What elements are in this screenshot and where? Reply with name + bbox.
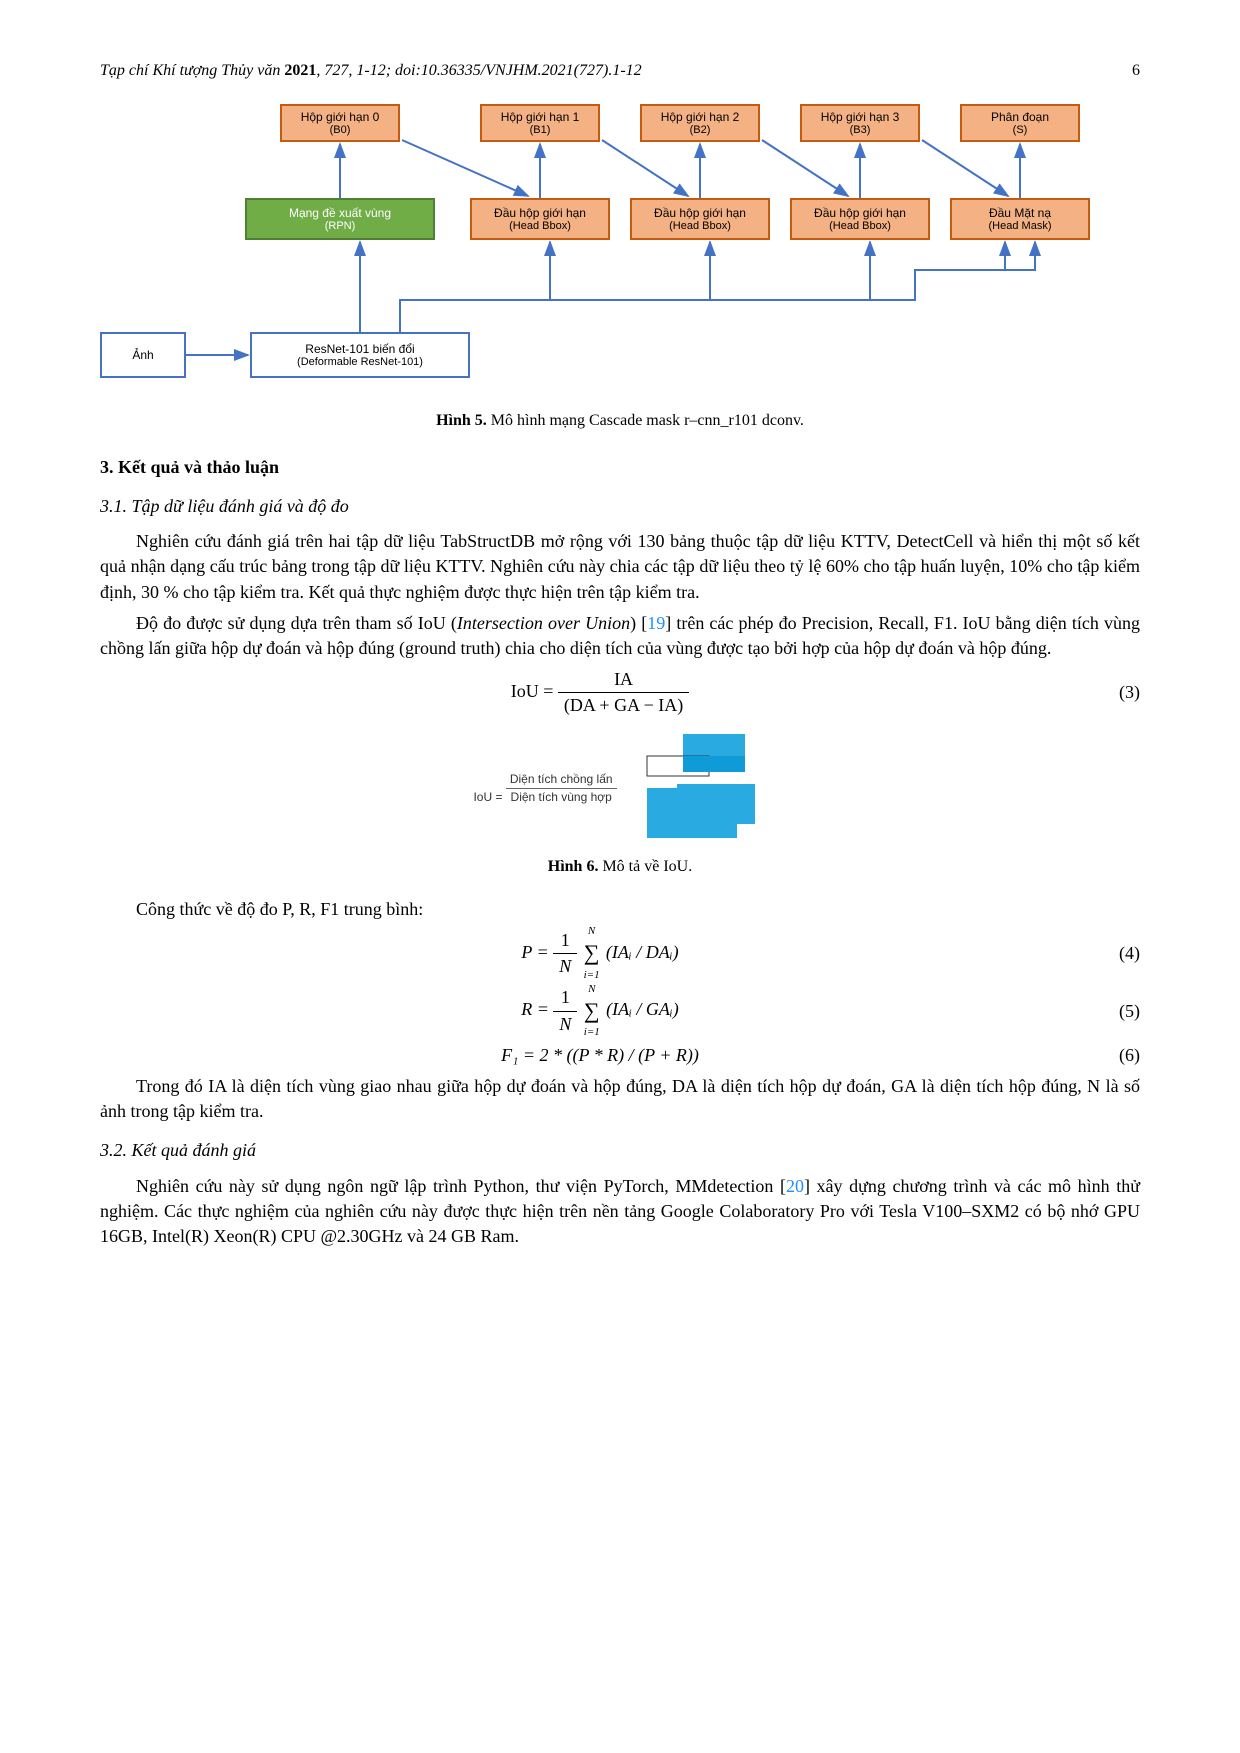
section-3-2-heading: 3.2. Kết quả đánh giá xyxy=(100,1138,1140,1163)
journal-year: 2021 xyxy=(284,62,316,79)
box-b2-l1: Hộp giới hạn 2 xyxy=(648,110,752,124)
eq5-body: (IAᵢ / GAᵢ) xyxy=(606,999,679,1019)
page-header: Tạp chí Khí tượng Thủy văn 2021, 727, 1-… xyxy=(100,60,1140,82)
box-b3: Hộp giới hạn 3 (B3) xyxy=(800,104,920,142)
paragraph-4: Trong đó IA là diện tích vùng giao nhau … xyxy=(100,1074,1140,1124)
iou-num: Diện tích chồng lấn xyxy=(506,771,617,789)
paragraph-1: Nghiên cứu đánh giá trên hai tập dữ liệu… xyxy=(100,529,1140,605)
journal-rest: , 727, 1-12; doi:10.36335/VNJHM.2021(727… xyxy=(316,62,641,79)
eq4-st: N xyxy=(588,924,595,939)
box-anh-l1: Ảnh xyxy=(108,348,178,362)
iou-den: Diện tích vùng hợp xyxy=(506,789,617,806)
box-b0-l1: Hộp giới hạn 0 xyxy=(288,110,392,124)
box-hm-l1: Đầu Mặt nạ xyxy=(958,206,1082,220)
p5a: Nghiên cứu này sử dụng ngôn ngữ lập trìn… xyxy=(136,1176,786,1196)
box-b1-l2: (B1) xyxy=(488,124,592,137)
figure-6-iou: IoU = Diện tích chồng lấn Diện tích vùng… xyxy=(100,728,1140,848)
box-hb1-l2: (Head Bbox) xyxy=(478,220,602,233)
figure-6-caption: Hình 6. Mô tả về IoU. xyxy=(100,856,1140,878)
section-3-heading: 3. Kết quả và thảo luận xyxy=(100,455,1140,480)
eq5-fn: 1 xyxy=(553,985,577,1011)
box-hb2: Đầu hộp giới hạn (Head Bbox) xyxy=(630,198,770,240)
eq3-number: (3) xyxy=(1100,680,1140,705)
box-hm-l2: (Head Mask) xyxy=(958,220,1082,233)
section-3-1-heading: 3.1. Tập dữ liệu đánh giá và độ đo xyxy=(100,494,1140,519)
box-hm: Đầu Mặt nạ (Head Mask) xyxy=(950,198,1090,240)
eq6-body: F₁ = 2 * ((P * R) / (P + R)) xyxy=(501,1045,699,1065)
eq3-num: IA xyxy=(558,667,689,693)
box-hb1-l1: Đầu hộp giới hạn xyxy=(478,206,602,220)
eq4-number: (4) xyxy=(1100,941,1140,966)
paragraph-5: Nghiên cứu này sử dụng ngôn ngữ lập trìn… xyxy=(100,1174,1140,1250)
box-s-l1: Phân đoạn xyxy=(968,110,1072,124)
fig6-text: Mô tả về IoU. xyxy=(598,858,692,875)
eq3-left: IoU = xyxy=(511,681,554,701)
box-hb1: Đầu hộp giới hạn (Head Bbox) xyxy=(470,198,610,240)
p2b: ) [ xyxy=(630,613,647,633)
p2-italic: Intersection over Union xyxy=(457,613,630,633)
box-b0: Hộp giới hạn 0 (B0) xyxy=(280,104,400,142)
eq5-st: N xyxy=(588,982,595,997)
box-s-l2: (S) xyxy=(968,124,1072,137)
eq5-fd: N xyxy=(553,1012,577,1037)
box-b2-l2: (B2) xyxy=(648,124,752,137)
box-rpn-l2: (RPN) xyxy=(253,220,427,233)
fig6-label: Hình 6. xyxy=(548,858,599,875)
iou-illustration xyxy=(637,728,767,848)
box-b3-l2: (B3) xyxy=(808,124,912,137)
figure-5-caption: Hình 5. Mô hình mạng Cascade mask r–cnn_… xyxy=(100,410,1140,432)
box-b1: Hộp giới hạn 1 (B1) xyxy=(480,104,600,142)
equation-6: F₁ = 2 * ((P * R) / (P + R)) (6) xyxy=(100,1043,1140,1068)
iou-prefix: IoU = xyxy=(473,790,502,804)
box-b0-l2: (B0) xyxy=(288,124,392,137)
box-hb3-l2: (Head Bbox) xyxy=(798,220,922,233)
box-b3-l1: Hộp giới hạn 3 xyxy=(808,110,912,124)
eq4-fd: N xyxy=(553,954,577,979)
eq5-sb: i=1 xyxy=(584,1025,600,1040)
sigma-icon: ∑Ni=1 xyxy=(584,938,600,969)
fig5-label: Hình 5. xyxy=(436,412,487,429)
equation-3: IoU = IA (DA + GA − IA) (3) xyxy=(100,667,1140,718)
sigma-icon: ∑Ni=1 xyxy=(584,996,600,1027)
journal-ref: Tạp chí Khí tượng Thủy văn 2021, 727, 1-… xyxy=(100,60,642,82)
eq5-left: R = xyxy=(521,999,549,1019)
box-hb3: Đầu hộp giới hạn (Head Bbox) xyxy=(790,198,930,240)
eq6-number: (6) xyxy=(1100,1043,1140,1068)
box-anh: Ảnh xyxy=(100,332,186,378)
iou-formula-text: IoU = Diện tích chồng lấn Diện tích vùng… xyxy=(473,771,616,806)
equation-4: P = 1N ∑Ni=1 (IAᵢ / DAᵢ) (4) xyxy=(100,928,1140,979)
box-resnet-l1: ResNet-101 biến đổi xyxy=(258,342,462,356)
paragraph-2: Độ đo được sử dụng dựa trên tham số IoU … xyxy=(100,611,1140,661)
fig5-text: Mô hình mạng Cascade mask r–cnn_r101 dco… xyxy=(487,412,804,429)
box-hb3-l1: Đầu hộp giới hạn xyxy=(798,206,922,220)
box-rpn-l1: Mạng đề xuất vùng xyxy=(253,206,427,220)
equation-5: R = 1N ∑Ni=1 (IAᵢ / GAᵢ) (5) xyxy=(100,985,1140,1036)
eq4-body: (IAᵢ / DAᵢ) xyxy=(606,942,679,962)
box-hb2-l1: Đầu hộp giới hạn xyxy=(638,206,762,220)
page-number: 6 xyxy=(1132,60,1140,82)
box-resnet-l2: (Deformable ResNet-101) xyxy=(258,356,462,369)
box-b1-l1: Hộp giới hạn 1 xyxy=(488,110,592,124)
eq3-den: (DA + GA − IA) xyxy=(558,693,689,718)
box-b2: Hộp giới hạn 2 (B2) xyxy=(640,104,760,142)
journal-title: Tạp chí Khí tượng Thủy văn xyxy=(100,62,284,79)
eq4-left: P = xyxy=(521,942,548,962)
box-hb2-l2: (Head Bbox) xyxy=(638,220,762,233)
eq4-fn: 1 xyxy=(553,928,577,954)
eq5-number: (5) xyxy=(1100,999,1140,1024)
p2a: Độ đo được sử dụng dựa trên tham số IoU … xyxy=(136,613,457,633)
cite-19: 19 xyxy=(647,613,665,633)
cite-20: 20 xyxy=(786,1176,804,1196)
figure-5-diagram: Hộp giới hạn 0 (B0) Hộp giới hạn 1 (B1) … xyxy=(100,100,1140,400)
paragraph-3: Công thức về độ đo P, R, F1 trung bình: xyxy=(100,897,1140,922)
box-s: Phân đoạn (S) xyxy=(960,104,1080,142)
box-rpn: Mạng đề xuất vùng (RPN) xyxy=(245,198,435,240)
box-resnet: ResNet-101 biến đổi (Deformable ResNet-1… xyxy=(250,332,470,378)
